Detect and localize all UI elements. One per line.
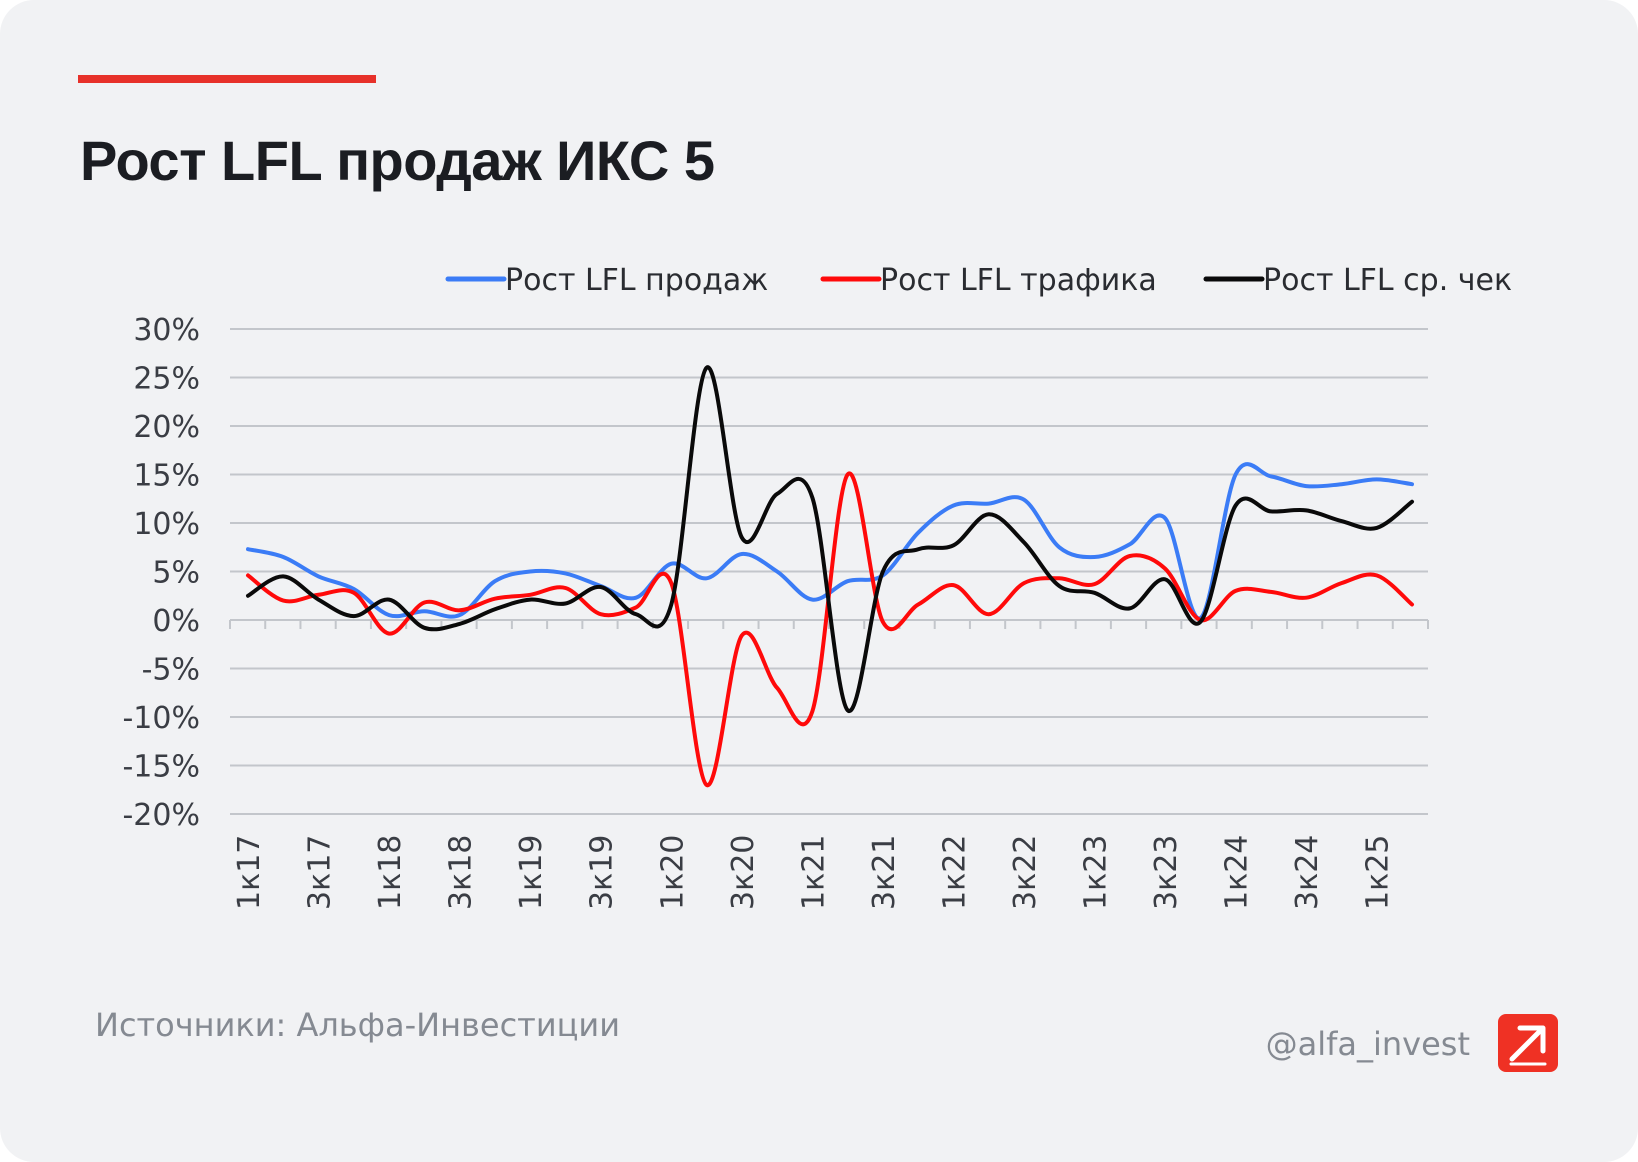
y-tick-label: 25% — [133, 362, 200, 397]
chart-title: Рост LFL продаж ИКС 5 — [80, 129, 715, 192]
x-tick-label: 3к22 — [1008, 835, 1043, 910]
y-tick-label: -15% — [122, 750, 200, 785]
x-tick-label: 3к18 — [444, 835, 479, 910]
social-handle: @alfa_invest — [1265, 1025, 1470, 1063]
series-line-1 — [246, 471, 1414, 787]
x-tick-label: 1к24 — [1220, 835, 1255, 910]
legend-label: Рост LFL трафика — [880, 263, 1157, 298]
y-tick-label: 30% — [133, 313, 200, 348]
x-tick-label: 1к25 — [1361, 835, 1396, 910]
x-tick-label: 1к19 — [514, 835, 549, 910]
x-axis-tick-labels: 1к17 3к17 1к18 3к18 1к19 3к19 1к20 3к20 1к21 3к21… — [232, 835, 1396, 910]
y-tick-label: -20% — [122, 798, 200, 833]
legend: Рост LFL продаж Рост LFL трафика Рост LFL … — [445, 263, 1512, 298]
x-tick-label: 1к17 — [232, 835, 267, 910]
x-tick-label: 3к24 — [1290, 835, 1325, 910]
y-tick-label: 15% — [133, 459, 200, 494]
accent-bar — [78, 75, 376, 83]
y-axis-tick-labels: 30% 25% 20% 15% 10% 5% 0% -5% -10% -15% -20% — [122, 313, 200, 833]
x-tick-label: 3к17 — [303, 835, 338, 910]
x-tick-label: 3к21 — [867, 835, 902, 910]
x-tick-label: 3к23 — [1149, 835, 1184, 910]
y-tick-label: 5% — [152, 556, 200, 591]
source-note: Источники: Альфа-Инвестиции — [95, 1006, 620, 1044]
x-tick-label: 1к21 — [796, 835, 831, 910]
y-tick-label: 20% — [133, 410, 200, 445]
alfa-logo-icon — [1498, 1014, 1558, 1072]
legend-label: Рост LFL продаж — [505, 263, 768, 298]
legend-label: Рост LFL ср. чек — [1263, 263, 1512, 298]
series-line-2 — [246, 365, 1414, 713]
y-tick-label: -10% — [122, 701, 200, 736]
series-lines — [246, 365, 1414, 787]
x-tick-label: 1к22 — [937, 835, 972, 910]
y-tick-label: 0% — [152, 604, 200, 639]
gridlines — [229, 328, 1429, 815]
y-tick-label: 10% — [133, 507, 200, 542]
x-tick-label: 1к20 — [655, 835, 690, 910]
x-tick-label: 3к19 — [585, 835, 620, 910]
x-tick-label: 1к18 — [373, 835, 408, 910]
series-line-0 — [246, 462, 1414, 621]
x-tick-label: 3к20 — [726, 835, 761, 910]
x-tick-label: 1к23 — [1079, 835, 1114, 910]
y-tick-label: -5% — [142, 653, 200, 688]
